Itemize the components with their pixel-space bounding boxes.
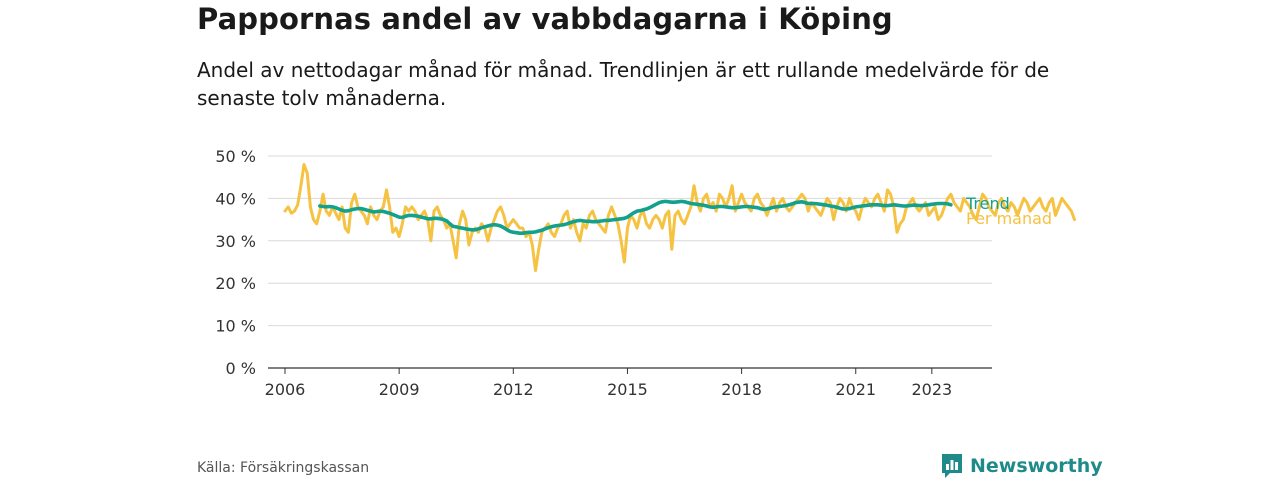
y-tick-label: 10 % xyxy=(215,317,256,336)
x-tick-label: 2018 xyxy=(721,380,762,399)
y-tick-label: 30 % xyxy=(215,232,256,251)
y-tick-label: 40 % xyxy=(215,189,256,208)
series-label-monthly: Per månad xyxy=(966,209,1052,228)
source-note: Källa: Försäkringskassan xyxy=(197,460,370,476)
x-tick-label: 2023 xyxy=(911,380,952,399)
series-lines xyxy=(283,163,1076,272)
y-tick-label: 50 % xyxy=(215,147,256,166)
chart-title: Pappornas andel av vabbdagarna i Köping xyxy=(197,2,893,36)
brand-logo[interactable]: Newsworthy xyxy=(940,452,1103,480)
series-label-trend: Trend xyxy=(965,194,1010,213)
x-tick-label: 2006 xyxy=(265,380,306,399)
chart-subtitle: Andel av nettodagar månad för månad. Tre… xyxy=(197,58,1050,110)
x-axis: 2006 2009 2012 2015 2018 2021 2023 xyxy=(265,367,992,399)
grid-lines xyxy=(268,155,992,327)
y-axis-labels: 0 % 10 % 20 % 30 % 40 % 50 % xyxy=(215,147,256,378)
brand-name: Newsworthy xyxy=(970,455,1103,477)
y-tick-label: 0 % xyxy=(226,359,256,378)
bar-chart-speech-bubble-icon xyxy=(942,454,962,478)
x-tick-label: 2009 xyxy=(379,380,420,399)
y-tick-label: 20 % xyxy=(215,274,256,293)
x-tick-label: 2012 xyxy=(493,380,534,399)
x-tick-label: 2021 xyxy=(835,380,876,399)
series-line-trend xyxy=(318,199,953,235)
x-tick-label: 2015 xyxy=(607,380,648,399)
